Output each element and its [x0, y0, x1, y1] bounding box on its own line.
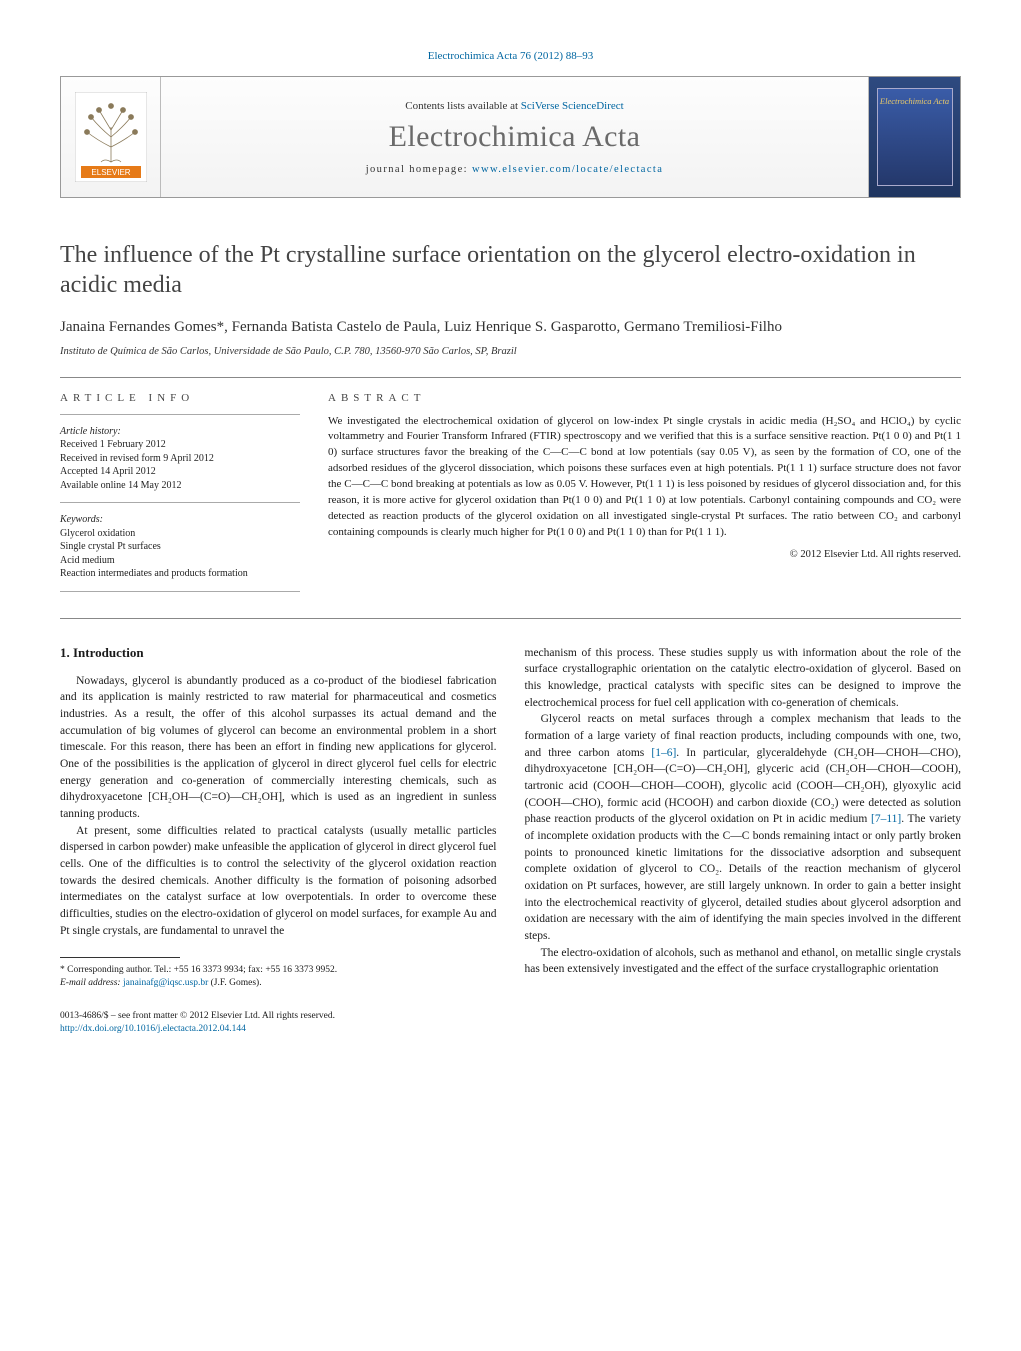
running-head: Electrochimica Acta 76 (2012) 88–93 [60, 50, 961, 62]
info-divider [60, 414, 300, 415]
abstract-heading: ABSTRACT [328, 392, 961, 404]
homepage-link[interactable]: www.elsevier.com/locate/electacta [472, 164, 663, 175]
info-divider [60, 591, 300, 592]
svg-text:ELSEVIER: ELSEVIER [91, 168, 130, 177]
body-text-left: Nowadays, glycerol is abundantly produce… [60, 673, 497, 940]
banner-center: Contents lists available at SciVerse Sci… [161, 77, 868, 197]
abstract-text: We investigated the electrochemical oxid… [328, 414, 961, 542]
journal-banner: ELSEVIER Contents lists available at Sci… [60, 76, 961, 198]
homepage-line: journal homepage: www.elsevier.com/locat… [366, 164, 664, 175]
keyword: Reaction intermediates and products form… [60, 567, 300, 581]
keyword: Single crystal Pt surfaces [60, 540, 300, 554]
article-history-block: Article history: Received 1 February 201… [60, 425, 300, 493]
online-date: Available online 14 May 2012 [60, 479, 300, 493]
paragraph: At present, some difficulties related to… [60, 823, 497, 940]
accepted-date: Accepted 14 April 2012 [60, 465, 300, 479]
journal-title: Electrochimica Acta [389, 120, 641, 154]
contents-available-line: Contents lists available at SciVerse Sci… [405, 100, 623, 112]
keyword: Glycerol oxidation [60, 527, 300, 541]
doi-link[interactable]: http://dx.doi.org/10.1016/j.electacta.20… [60, 1024, 246, 1034]
article-info-column: ARTICLE INFO Article history: Received 1… [60, 392, 300, 602]
keyword: Acid medium [60, 554, 300, 568]
divider [60, 618, 961, 619]
revised-date: Received in revised form 9 April 2012 [60, 452, 300, 466]
citation-link[interactable]: [1–6] [651, 747, 676, 759]
paragraph: Glycerol reacts on metal surfaces throug… [525, 711, 962, 944]
email-link[interactable]: janainafg@iqsc.usp.br [123, 978, 208, 988]
email-label: E-mail address: [60, 978, 123, 988]
article-info-heading: ARTICLE INFO [60, 392, 300, 404]
email-suffix: (J.F. Gomes). [208, 978, 261, 988]
front-matter-line: 0013-4686/$ – see front matter © 2012 El… [60, 1010, 497, 1023]
history-label: Article history: [60, 425, 300, 439]
cover-thumb-box: Electrochimica Acta [868, 77, 960, 197]
paragraph: Nowadays, glycerol is abundantly produce… [60, 673, 497, 823]
p4-seg-c: . The variety of incomplete oxidation pr… [525, 813, 962, 942]
keywords-block: Keywords: Glycerol oxidation Single crys… [60, 513, 300, 581]
journal-cover-thumbnail: Electrochimica Acta [877, 88, 953, 186]
paragraph: The electro-oxidation of alcohols, such … [525, 945, 962, 978]
info-abstract-row: ARTICLE INFO Article history: Received 1… [60, 378, 961, 618]
corresponding-author-footnote: * Corresponding author. Tel.: +55 16 337… [60, 964, 497, 990]
footnote-rule [60, 957, 180, 958]
sciencedirect-link[interactable]: SciVerse ScienceDirect [521, 100, 624, 112]
homepage-prefix: journal homepage: [366, 164, 472, 175]
paragraph: mechanism of this process. These studies… [525, 645, 962, 712]
contents-prefix: Contents lists available at [405, 100, 520, 112]
citation-link[interactable]: [7–11] [871, 813, 901, 825]
right-column: mechanism of this process. These studies… [525, 645, 962, 1036]
keywords-label: Keywords: [60, 513, 300, 527]
author-list: Janaina Fernandes Gomes*, Fernanda Batis… [60, 318, 961, 338]
publisher-logo-box: ELSEVIER [61, 77, 161, 197]
article-title: The influence of the Pt crystalline surf… [60, 240, 961, 300]
left-column: 1. Introduction Nowadays, glycerol is ab… [60, 645, 497, 1036]
doi-block: 0013-4686/$ – see front matter © 2012 El… [60, 1010, 497, 1036]
abstract-copyright: © 2012 Elsevier Ltd. All rights reserved… [328, 549, 961, 560]
cover-thumb-text: Electrochimica Acta [878, 89, 952, 106]
elsevier-tree-logo: ELSEVIER [75, 92, 147, 182]
info-divider [60, 502, 300, 503]
section-1-heading: 1. Introduction [60, 645, 497, 661]
body-text-right: mechanism of this process. These studies… [525, 645, 962, 978]
email-line: E-mail address: janainafg@iqsc.usp.br (J… [60, 977, 497, 990]
received-date: Received 1 February 2012 [60, 438, 300, 452]
corr-author-line: * Corresponding author. Tel.: +55 16 337… [60, 964, 497, 977]
body-columns: 1. Introduction Nowadays, glycerol is ab… [60, 645, 961, 1036]
affiliation: Instituto de Química de São Carlos, Univ… [60, 346, 961, 357]
abstract-column: ABSTRACT We investigated the electrochem… [328, 392, 961, 602]
